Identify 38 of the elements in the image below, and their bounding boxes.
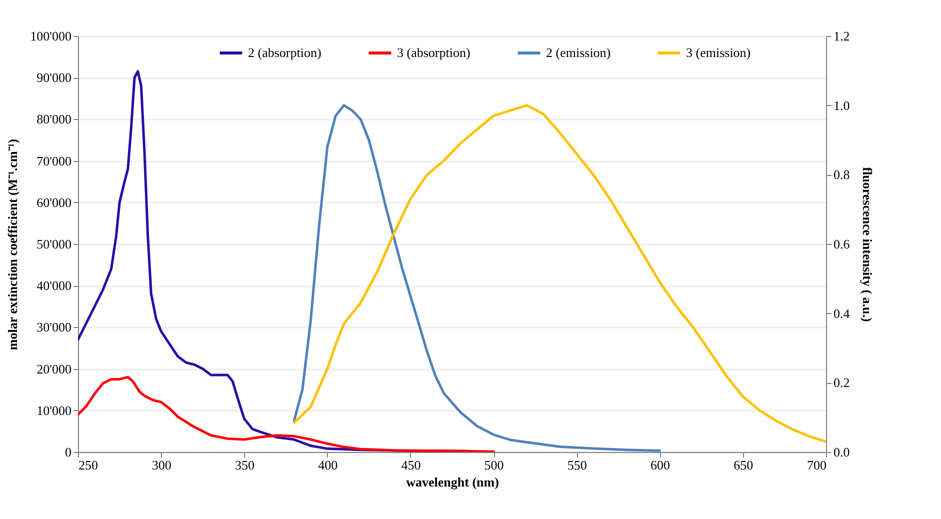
x-tick-label: 250 xyxy=(78,458,98,472)
x-tick-label: 400 xyxy=(318,458,338,472)
x-tick-label: 500 xyxy=(484,458,504,472)
y-tick-label: 20'000 xyxy=(36,361,72,376)
y2-tick-label: 0.0 xyxy=(834,444,850,460)
y2-axis-title: fluorescence intensity ( a.u.) xyxy=(860,167,875,322)
y-tick-label: 90'000 xyxy=(36,70,72,86)
x-tick-label: 700 xyxy=(807,458,826,472)
y2-tick-label: 0.4 xyxy=(834,306,850,321)
x-tick-label: 550 xyxy=(567,458,587,472)
x-tick-label: 650 xyxy=(734,458,754,472)
legend-label: 3 (absorption) xyxy=(397,45,470,60)
y-tick-label: 70'000 xyxy=(36,153,72,168)
line-series xyxy=(292,104,826,443)
y2-tick-label: 1.2 xyxy=(834,28,850,44)
y-tick-label: 40'000 xyxy=(36,278,72,294)
legend-label: 2 (emission) xyxy=(546,45,611,60)
y-axis-title: molar extinction coefficient (M⁻¹.cm⁻¹) xyxy=(5,138,20,350)
x-axis-title: wavelenght (nm) xyxy=(406,474,499,490)
y2-tick-label: 0.2 xyxy=(834,375,850,390)
x-tick-label: 300 xyxy=(152,458,172,472)
y2-tick-label: 0.8 xyxy=(834,167,850,182)
y-tick-label: 80'000 xyxy=(36,112,72,127)
legend-label: 3 (emission) xyxy=(686,45,751,60)
y-tick-label: 0 xyxy=(65,444,72,460)
y-tick-label: 60'000 xyxy=(36,194,72,210)
y-tick-label: 100'000 xyxy=(30,28,72,44)
x-tick-label: 350 xyxy=(234,458,254,472)
y-tick-label: 10'000 xyxy=(36,402,72,418)
y-tick-label: 30'000 xyxy=(36,320,72,335)
y2-tick-label: 1.0 xyxy=(834,98,850,113)
x-tick-label: 450 xyxy=(401,458,421,472)
x-tick-label: 600 xyxy=(650,458,670,472)
y-tick-label: 50'000 xyxy=(36,236,72,252)
y2-tick-label: 0.6 xyxy=(834,236,850,252)
legend-label: 2 (absorption) xyxy=(248,45,322,60)
line-series xyxy=(78,376,495,452)
line-series xyxy=(292,104,662,452)
